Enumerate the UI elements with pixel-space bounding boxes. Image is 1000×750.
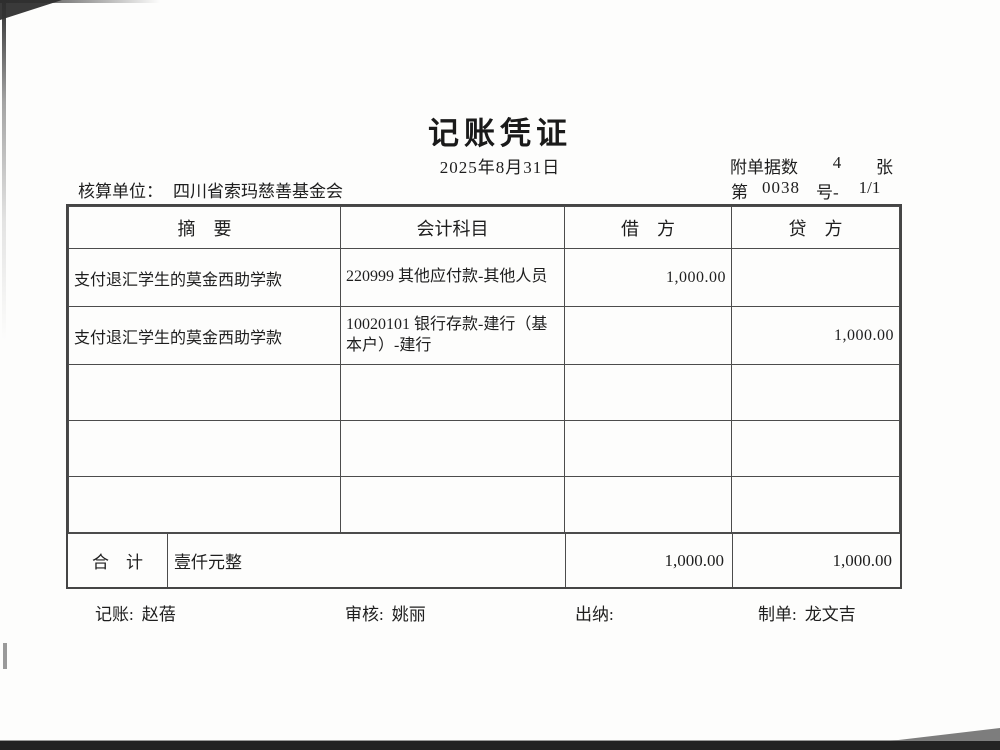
- reviewer-label: 审核:: [345, 605, 384, 624]
- cell-account: [340, 476, 565, 533]
- attached-documents-unit: 张: [876, 158, 893, 177]
- attached-documents-count: 4: [832, 153, 842, 172]
- cell-credit: 1,000.00: [731, 306, 900, 365]
- cell-summary: [68, 420, 341, 477]
- scan-bottom-edge: [0, 741, 1000, 750]
- signature-preparer: 制单: 龙文吉: [758, 600, 856, 625]
- cell-credit: [731, 364, 900, 421]
- scan-left-mark: [3, 643, 7, 669]
- total-label: 合 计: [92, 553, 143, 572]
- header-credit: 贷 方: [731, 206, 900, 249]
- total-row: 合 计 壹仟元整 1,000.00 1,000.00: [68, 533, 900, 587]
- header-summary: 摘 要: [68, 206, 341, 249]
- total-debit: 1,000.00: [565, 534, 732, 587]
- cell-credit: [731, 248, 900, 307]
- scan-bottom-right-wedge: [890, 728, 1000, 741]
- bookkeeper-name: 赵蓓: [141, 605, 176, 624]
- signature-reviewer: 审核: 姚丽: [345, 600, 426, 625]
- cell-debit: [564, 476, 732, 533]
- accounting-unit-name: 四川省索玛慈善基金会: [173, 182, 343, 201]
- voucher-table: 摘 要 会计科目 借 方 贷 方 支付退汇学生的莫金西助学款 220999 其他…: [66, 204, 902, 589]
- header-account: 会计科目: [340, 206, 565, 249]
- cell-debit: [564, 306, 732, 365]
- scan-corner-artifact: [0, 0, 62, 20]
- cashier-label: 出纳:: [575, 605, 614, 624]
- voucher-number-prefix: 第: [731, 183, 748, 202]
- cell-summary: [68, 364, 341, 421]
- cell-debit: [564, 364, 732, 421]
- table-row: 支付退汇学生的莫金西助学款 220999 其他应付款-其他人员 1,000.00: [68, 248, 900, 307]
- cell-account: [340, 364, 565, 421]
- cell-credit: [731, 476, 900, 533]
- cell-summary: 支付退汇学生的莫金西助学款: [68, 306, 341, 365]
- cell-debit: 1,000.00: [564, 248, 732, 307]
- table-row-empty: [68, 476, 900, 533]
- scan-top-edge: [0, 0, 160, 3]
- cell-summary: 支付退汇学生的莫金西助学款: [68, 248, 341, 307]
- voucher-date: 2025年8月31日: [439, 158, 561, 177]
- cell-debit: [564, 420, 732, 477]
- total-amount-in-words: 壹仟元整: [167, 534, 565, 587]
- voucher-title: 记账凭证: [428, 116, 572, 151]
- preparer-name: 龙文吉: [804, 605, 856, 624]
- header-debit: 借 方: [564, 206, 732, 249]
- accounting-unit-line: 核算单位： 四川省索玛慈善基金会: [78, 177, 343, 202]
- signature-cashier: 出纳:: [575, 600, 622, 625]
- table-header-row: 摘 要 会计科目 借 方 贷 方: [68, 206, 900, 249]
- attached-documents-label: 附单据数: [730, 158, 798, 177]
- table-row-empty: [68, 420, 900, 477]
- signature-bookkeeper: 记账: 赵蓓: [95, 600, 176, 625]
- reviewer-name: 姚丽: [391, 605, 426, 624]
- voucher-number: 0038: [762, 178, 800, 197]
- cell-summary: [68, 476, 341, 533]
- cell-account: 10020101 银行存款-建行（基本户）-建行: [340, 306, 565, 365]
- voucher-page-number: 1/1: [858, 178, 881, 197]
- bookkeeper-label: 记账:: [95, 605, 134, 624]
- cell-account: [340, 420, 565, 477]
- cell-credit: [731, 420, 900, 477]
- voucher-number-suffix: 号-: [816, 183, 839, 202]
- table-row-empty: [68, 364, 900, 421]
- attached-documents-line: 附单据数 4 张: [730, 153, 893, 178]
- scan-left-edge: [2, 0, 6, 340]
- cell-account: 220999 其他应付款-其他人员: [340, 248, 565, 307]
- voucher-grid: 摘 要 会计科目 借 方 贷 方 支付退汇学生的莫金西助学款 220999 其他…: [68, 206, 900, 533]
- total-credit: 1,000.00: [732, 534, 900, 587]
- table-row: 支付退汇学生的莫金西助学款 10020101 银行存款-建行（基本户）-建行 1…: [68, 306, 900, 365]
- accounting-unit-label: 核算单位：: [78, 182, 163, 201]
- voucher-number-line: 第 0038 号- 1/1: [731, 178, 880, 203]
- preparer-label: 制单:: [758, 605, 797, 624]
